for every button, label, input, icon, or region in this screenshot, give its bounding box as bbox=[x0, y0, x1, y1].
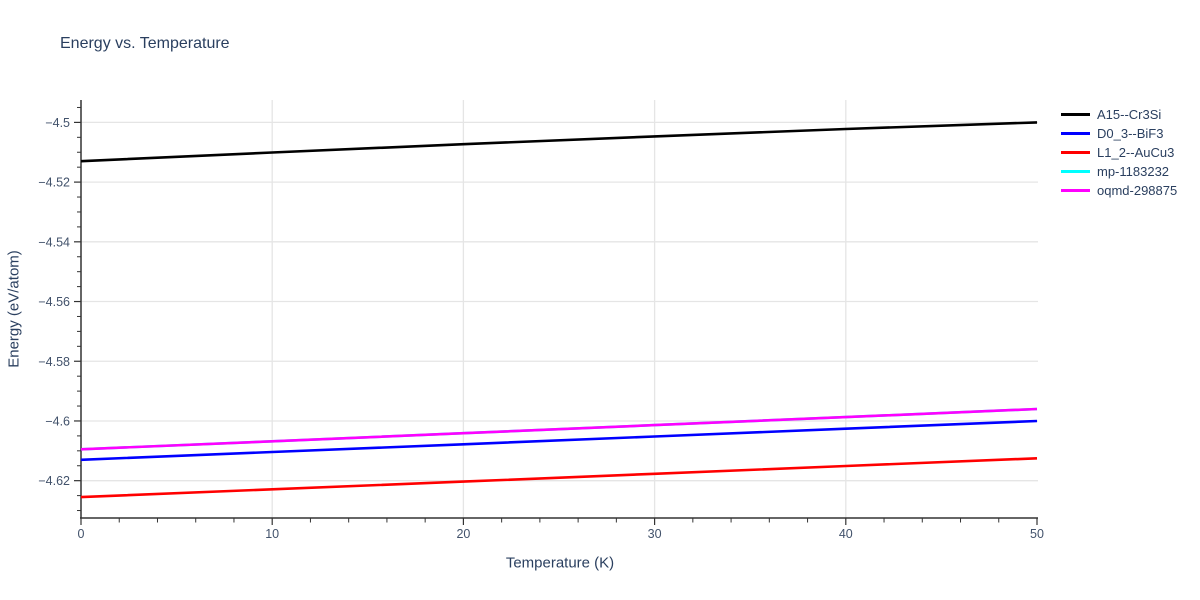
series-line-L1_2--AuCu3[interactable] bbox=[80, 457, 1038, 499]
series-line-D0_3--BiF3[interactable] bbox=[80, 419, 1038, 462]
legend-label: A15--Cr3Si bbox=[1097, 107, 1162, 122]
y-tick-label: −4.56 bbox=[38, 295, 70, 309]
legend-label: mp-1183232 bbox=[1097, 164, 1170, 179]
series-line-oqmd-298875[interactable] bbox=[80, 407, 1038, 451]
legend-item-oqmd-298875[interactable]: oqmd-298875 bbox=[1061, 181, 1177, 200]
legend-line-swatch bbox=[1061, 113, 1090, 116]
x-tick-label: 30 bbox=[648, 527, 662, 541]
x-tick-label: 20 bbox=[456, 527, 470, 541]
y-tick-label: −4.62 bbox=[38, 474, 70, 488]
y-axis-title: Energy (eV/atom) bbox=[5, 250, 23, 368]
x-tick-label: 40 bbox=[839, 527, 853, 541]
chart-title: Energy vs. Temperature bbox=[60, 35, 230, 52]
legend-item-mp-1183232[interactable]: mp-1183232 bbox=[1061, 162, 1177, 181]
y-tick-label: −4.58 bbox=[38, 355, 70, 369]
x-tick-label: 10 bbox=[265, 527, 279, 541]
legend-item-a15-cr3si[interactable]: A15--Cr3Si bbox=[1061, 105, 1177, 124]
legend-line-swatch bbox=[1061, 189, 1090, 192]
legend-item-d03-bif3[interactable]: D0_3--BiF3 bbox=[1061, 124, 1177, 143]
x-tick-label: 50 bbox=[1030, 527, 1044, 541]
legend-line-swatch bbox=[1061, 151, 1090, 154]
legend-item-l12-aucu3[interactable]: L1_2--AuCu3 bbox=[1061, 143, 1177, 162]
y-tick-label: −4.6 bbox=[45, 414, 70, 428]
series-line-A15--Cr3Si[interactable] bbox=[80, 121, 1038, 163]
legend-label: D0_3--BiF3 bbox=[1097, 126, 1164, 141]
x-axis-title: Temperature (K) bbox=[505, 554, 615, 572]
x-tick-label: 0 bbox=[78, 527, 85, 541]
legend-line-swatch bbox=[1061, 132, 1090, 135]
legend: A15--Cr3Si D0_3--BiF3 L1_2--AuCu3 mp-118… bbox=[1061, 105, 1177, 200]
legend-label: L1_2--AuCu3 bbox=[1097, 145, 1175, 160]
legend-label: oqmd-298875 bbox=[1097, 183, 1178, 198]
y-tick-label: −4.52 bbox=[38, 176, 70, 190]
legend-line-swatch bbox=[1061, 170, 1090, 173]
y-tick-label: −4.54 bbox=[38, 235, 70, 249]
y-tick-label: −4.5 bbox=[45, 116, 70, 130]
